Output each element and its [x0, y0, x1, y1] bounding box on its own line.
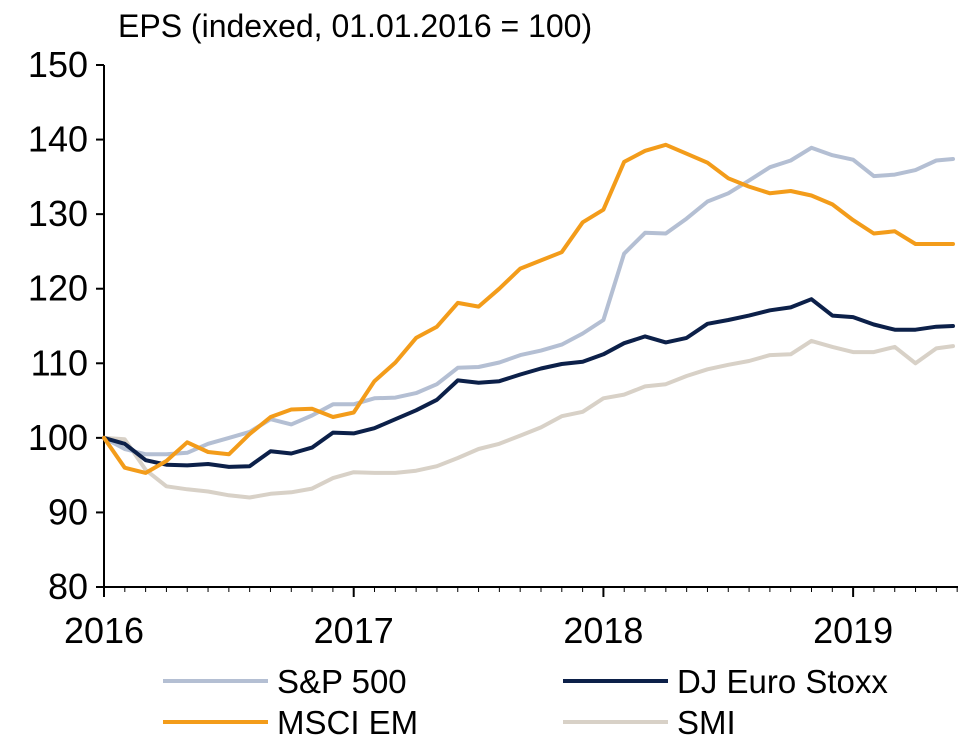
y-tick-label: 120 [28, 268, 88, 309]
y-tick-label: 110 [31, 342, 88, 383]
x-tick-label: 2016 [64, 610, 144, 651]
legend-label-s-p-500: S&P 500 [277, 663, 407, 700]
legend-label-smi: SMI [677, 704, 736, 741]
y-tick-label: 150 [28, 44, 88, 85]
y-tick-label: 100 [28, 417, 88, 458]
legend-label-msci-em: MSCI EM [277, 704, 418, 741]
axes: 80 90 100 110 120 130 140 150 2016 2017 2018 2019 [28, 44, 958, 651]
x-tick-label: 2019 [813, 610, 893, 651]
y-tick-label: 130 [28, 193, 88, 234]
chart-title: EPS (indexed, 01.01.2016 = 100) [118, 8, 593, 44]
plot-lines [102, 142, 955, 500]
legend: S&P 500 DJ Euro Stoxx MSCI EM SMI [163, 663, 888, 741]
y-tick-label: 140 [28, 119, 88, 160]
x-tick-label: 2018 [563, 610, 643, 651]
legend-label-dj-euro-stoxx: DJ Euro Stoxx [677, 663, 888, 700]
series-line-smi [102, 338, 955, 500]
x-tick-label: 2017 [314, 610, 394, 651]
series-line-msci-em [102, 142, 955, 475]
series-line-s-p-500 [102, 145, 955, 457]
y-tick-label: 80 [48, 566, 88, 607]
y-tick-label: 90 [48, 491, 88, 532]
series-line-dj-euro-stoxx [102, 297, 955, 469]
